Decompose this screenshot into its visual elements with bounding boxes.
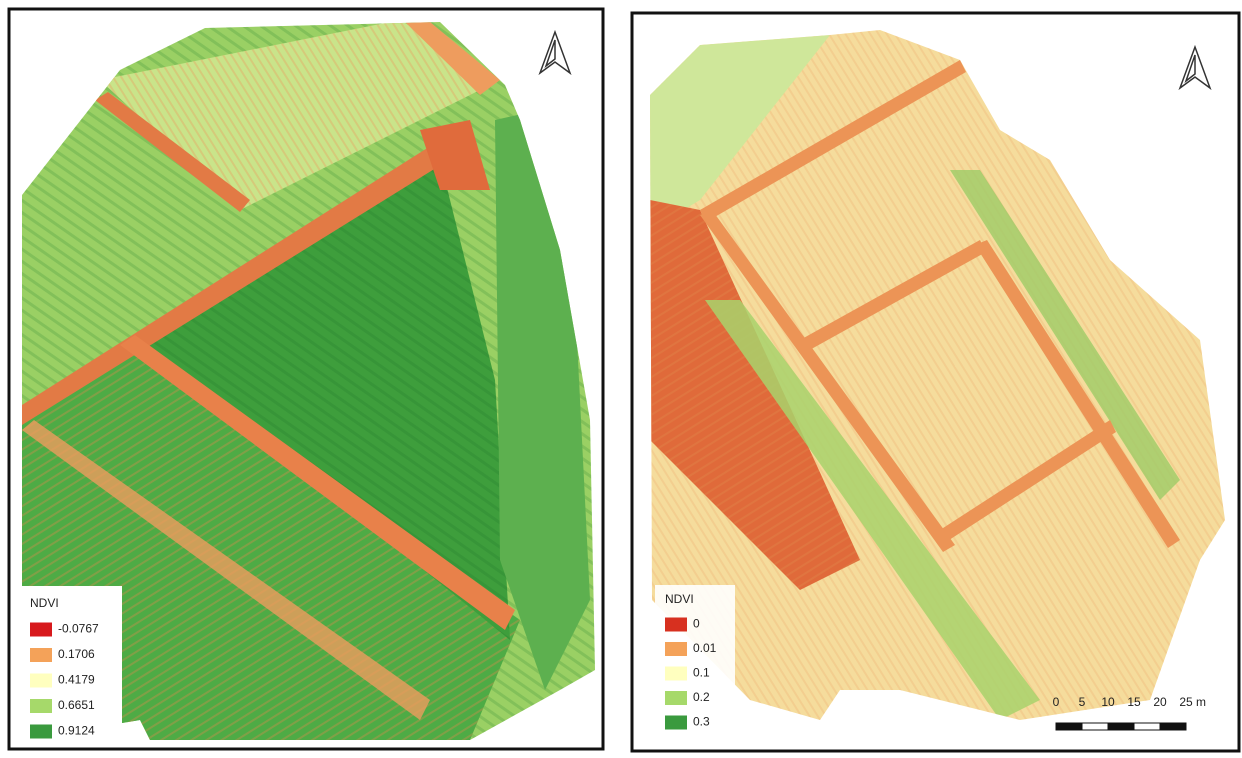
legend-swatch	[30, 699, 52, 713]
page: NDVI -0.0767 0.1706 0.4179 0.6651 0.9124 NDVI…	[0, 0, 1242, 758]
legend-swatch	[30, 725, 52, 739]
scale-label: 25	[1179, 695, 1193, 709]
legend-swatch	[665, 642, 687, 656]
legend-swatch	[665, 691, 687, 705]
scale-unit: m	[1196, 695, 1206, 709]
legend-label: -0.0767	[58, 622, 99, 636]
scale-label: 10	[1101, 695, 1115, 709]
scale-label: 15	[1127, 695, 1141, 709]
legend-label: 0.01	[693, 641, 717, 655]
legend-title: NDVI	[30, 596, 59, 610]
legend-swatch	[665, 667, 687, 681]
scale-label: 20	[1153, 695, 1167, 709]
legend-label: 0.3	[693, 715, 710, 729]
legend-swatch	[665, 716, 687, 730]
legend-title: NDVI	[665, 592, 694, 606]
scale-label: 5	[1079, 695, 1086, 709]
legend-swatch	[665, 618, 687, 632]
legend-label: 0.9124	[58, 724, 95, 738]
scale-segment	[1108, 723, 1134, 730]
legend-swatch	[30, 623, 52, 637]
left-panel: NDVI -0.0767 0.1706 0.4179 0.6651 0.9124	[0, 0, 620, 758]
legend-swatch	[30, 648, 52, 662]
legend-label: 0.2	[693, 690, 710, 704]
legend-label: 0.1706	[58, 647, 95, 661]
scale-segment	[1082, 723, 1108, 730]
legend-label: 0	[693, 617, 700, 631]
scale-segment	[1160, 723, 1186, 730]
legend-label: 0.1	[693, 666, 710, 680]
legend-swatch	[30, 674, 52, 688]
scale-segment	[1134, 723, 1160, 730]
legend-label: 0.6651	[58, 698, 95, 712]
scale-label: 0	[1053, 695, 1060, 709]
scale-segment	[1056, 723, 1082, 730]
legend-label: 0.4179	[58, 673, 95, 687]
